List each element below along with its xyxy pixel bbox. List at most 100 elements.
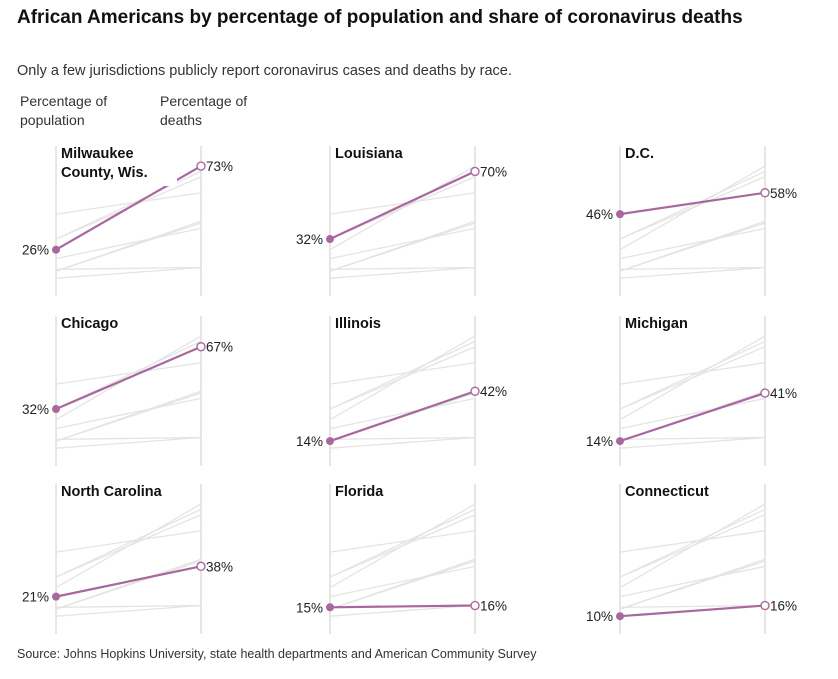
comparison-line [619, 530, 766, 553]
panel-title-bg [331, 482, 451, 506]
deaths-label: 16% [770, 599, 797, 614]
comparison-line [55, 530, 202, 553]
population-label: 14% [296, 434, 323, 449]
deaths-label: 38% [206, 559, 233, 574]
source-note: Source: Johns Hopkins University, state … [17, 647, 537, 661]
comparison-line [619, 565, 766, 598]
panel-louisiana: 32% 70% Louisiana [296, 144, 507, 296]
deaths-point [470, 600, 480, 611]
panel-title: Milwaukee [61, 146, 134, 162]
comparison-line [329, 266, 476, 279]
panel-title-bg [57, 314, 177, 338]
panel-milwaukee-county-wis: 26% 73% Milwaukee County, Wis. [22, 144, 233, 296]
population-point [616, 437, 624, 446]
population-label: 21% [22, 590, 49, 605]
deaths-point [760, 188, 770, 198]
comparison-line [329, 192, 476, 215]
deaths-point [196, 161, 206, 171]
population-point [616, 612, 624, 621]
comparison-line [55, 604, 202, 617]
panel-title: County, Wis. [61, 165, 148, 181]
panel-title: Illinois [335, 316, 381, 332]
comparison-line [55, 560, 202, 610]
comparison-line [55, 514, 202, 578]
population-label: 26% [22, 243, 49, 258]
comparison-line [329, 508, 476, 578]
population-point [326, 437, 334, 446]
comparison-line [619, 514, 766, 578]
comparison-line [329, 530, 476, 553]
comparison-line [55, 436, 202, 440]
comparison-line [329, 514, 476, 578]
highlight-line [619, 391, 766, 443]
comparison-line [55, 227, 202, 260]
population-label: 32% [22, 402, 49, 417]
highlight-line [55, 565, 202, 598]
panel-title-bg [331, 314, 451, 338]
comparison-line [329, 604, 476, 617]
highlight-line [55, 345, 202, 411]
panel-michigan: 14% 41% Michigan [586, 314, 797, 466]
comparison-line [329, 565, 476, 598]
comparison-line [329, 436, 476, 440]
comparison-line [329, 222, 476, 272]
deaths-label: 73% [206, 159, 233, 174]
comparison-line [329, 266, 476, 270]
panel-north-carolina: 21% 38% North Carolina [22, 482, 233, 634]
comparison-line [619, 362, 766, 385]
deaths-point [470, 386, 480, 396]
panel-title: North Carolina [61, 484, 163, 500]
deaths-label: 41% [770, 386, 797, 401]
chart-title: African Americans by percentage of popul… [17, 7, 743, 28]
population-point [326, 235, 334, 244]
panel-chicago: 32% 67% Chicago [22, 314, 233, 466]
deaths-point [470, 166, 480, 177]
chart-subtitle: Only a few jurisdictions publicly report… [17, 63, 512, 79]
comparison-line [55, 362, 202, 385]
comparison-line [619, 227, 766, 260]
deaths-label: 58% [770, 186, 797, 201]
comparison-line [619, 436, 766, 440]
panel-title-bg [57, 144, 177, 186]
population-label: 32% [296, 232, 323, 247]
deaths-label: 70% [480, 164, 507, 179]
panel-title: Louisiana [335, 146, 404, 162]
panel-title-bg [621, 482, 741, 506]
panel-title: D.C. [625, 146, 654, 162]
deaths-point [196, 342, 206, 352]
comparison-line [329, 346, 476, 410]
panel-title-bg [331, 144, 451, 168]
comparison-line [55, 192, 202, 215]
comparison-line [55, 436, 202, 449]
panel-connecticut: 10% 16% Connecticut [586, 482, 797, 634]
comparison-line [619, 340, 766, 410]
comparison-line [619, 560, 766, 610]
population-label: 15% [296, 600, 323, 615]
comparison-line [329, 560, 476, 610]
panel-title: Florida [335, 484, 384, 500]
population-point [52, 592, 60, 601]
comparison-line [329, 436, 476, 449]
comparison-line [55, 397, 202, 430]
panel-florida: 15% 16% Florida [296, 482, 507, 634]
deaths-label: 42% [480, 384, 507, 399]
comparison-line [329, 362, 476, 385]
panel-illinois: 14% 42% Illinois [296, 314, 507, 466]
population-point [52, 405, 60, 414]
comparison-line [619, 508, 766, 578]
deaths-point [760, 388, 770, 398]
population-label: 46% [586, 207, 613, 222]
comparison-line [619, 604, 766, 608]
highlight-line [329, 170, 476, 241]
deaths-label: 16% [480, 599, 507, 614]
panel-title: Michigan [625, 316, 688, 332]
column-header-population: Percentage of population [20, 93, 108, 128]
comparison-line [619, 266, 766, 279]
panel-title-bg [621, 144, 741, 168]
comparison-line [619, 346, 766, 410]
column-header-deaths: Percentage of deaths [160, 93, 248, 128]
highlight-line [619, 191, 766, 216]
population-label: 14% [586, 434, 613, 449]
comparison-line [619, 222, 766, 272]
